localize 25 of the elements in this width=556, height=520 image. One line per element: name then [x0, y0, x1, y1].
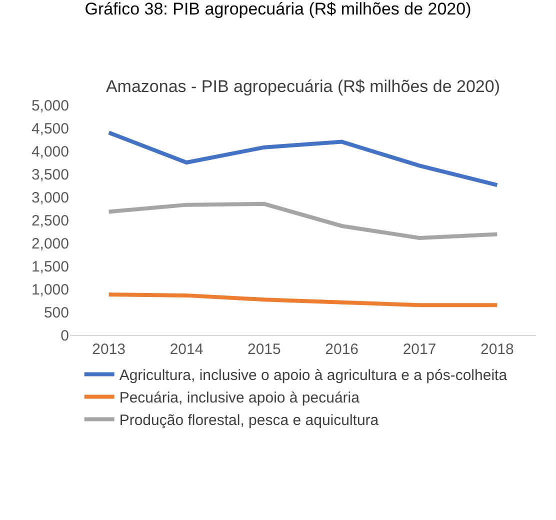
x-tick-label: 2016 [325, 341, 359, 358]
line-series [106, 130, 500, 188]
legend-label: Agricultura, inclusive o apoio à agricultura e a pós-colheita [119, 367, 508, 384]
chart-title: Gráfico 38: PIB agropecuária (R$ milhões de 2020) [84, 0, 472, 18]
chart-subtitle: Amazonas - PIB agropecuária (R$ milhões de 2020) [106, 77, 500, 96]
legend-label: Pecuária, inclusive apoio à pecuária [119, 390, 360, 407]
x-tick-label: 2014 [170, 341, 204, 358]
y-tick-label: 3,500 [31, 166, 69, 184]
y-tick-label: 1,000 [31, 281, 69, 298]
y-tick-label: 500 [44, 304, 69, 322]
y-tick-label: 4,500 [31, 120, 69, 138]
y-tick-label: 2,000 [31, 235, 69, 252]
x-tick-label: 2017 [402, 341, 436, 358]
y-tick-label: 5,000 [31, 97, 69, 114]
line-series [106, 292, 500, 308]
y-tick-label: 1,500 [31, 258, 69, 276]
line-series [106, 202, 500, 240]
y-tick-label: 2,500 [31, 212, 69, 230]
x-tick-label: 2015 [247, 341, 281, 358]
x-tick-label: 2013 [92, 341, 126, 358]
x-tick-label: 2018 [480, 341, 514, 358]
y-tick-label: 0 [60, 327, 69, 344]
y-tick-label: 3,000 [31, 189, 69, 206]
legend-label: Produção florestal, pesca e aquicultura [119, 412, 380, 430]
y-tick-label: 4,000 [31, 143, 69, 160]
